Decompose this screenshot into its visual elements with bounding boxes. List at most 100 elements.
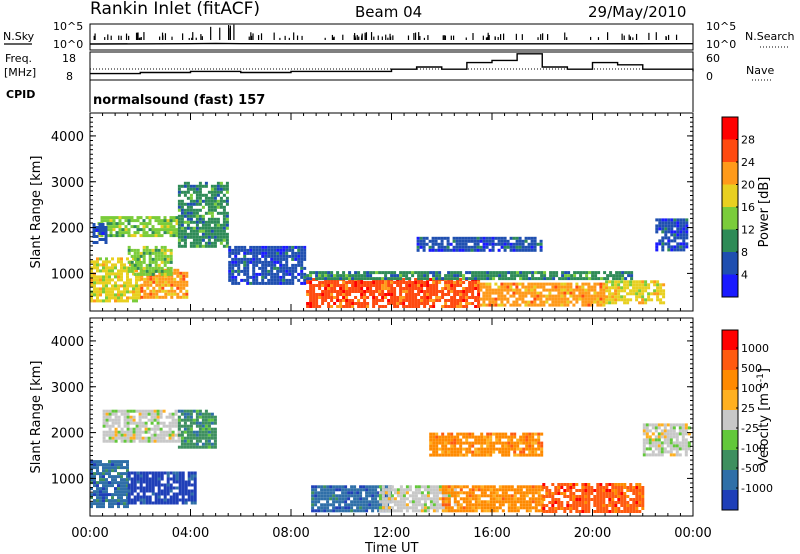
heatmap-cell [324, 290, 328, 293]
heatmap-cell [584, 282, 588, 286]
heatmap-cell [528, 506, 532, 510]
heatmap-cell [542, 483, 546, 486]
heatmap-cell [489, 441, 493, 445]
heatmap-cell [181, 495, 185, 499]
heatmap-cell [641, 283, 645, 287]
heatmap-cell [117, 490, 120, 494]
heatmap-cell [153, 415, 157, 419]
heatmap-cell [201, 193, 205, 197]
heatmap-cell [429, 432, 433, 436]
heatmap-cell [333, 281, 337, 284]
heatmap-cell [567, 277, 571, 281]
heatmap-cell [459, 438, 463, 442]
heatmap-cell [93, 299, 96, 303]
heatmap-cell [495, 491, 499, 495]
heatmap-cell [485, 242, 489, 246]
heatmap-cell [501, 500, 505, 504]
heatmap-cell [186, 418, 190, 422]
heatmap-cell [498, 503, 502, 507]
heatmap-cell [567, 271, 571, 275]
heatmap-cell [149, 292, 153, 296]
heatmap-cell [512, 291, 516, 295]
heatmap-cell [584, 288, 588, 292]
heatmap-cell [339, 293, 343, 296]
heatmap-cell [102, 421, 106, 425]
heatmap-cell [142, 471, 146, 475]
heatmap-cell [462, 447, 466, 451]
heatmap-cell [342, 287, 346, 290]
heatmap-cell [512, 288, 516, 292]
heatmap-cell [130, 225, 134, 229]
heatmap-cell [117, 481, 120, 485]
heatmap-cell [192, 238, 196, 242]
heatmap-cell [332, 509, 336, 513]
heatmap-cell [655, 224, 659, 228]
heatmap-cell [667, 245, 671, 249]
heatmap-cell [123, 502, 126, 506]
heatmap-cell [243, 269, 247, 273]
heatmap-cell [477, 453, 481, 457]
heatmap-cell [160, 269, 164, 273]
heatmap-cell [438, 435, 442, 439]
heatmap-cell [673, 221, 677, 225]
heatmap-cell [114, 430, 118, 434]
heatmap-cell [498, 435, 502, 439]
heatmap-cell [390, 302, 394, 305]
heatmap-cell [554, 498, 558, 501]
heatmap-cell [491, 288, 495, 292]
heatmap-cell [444, 491, 448, 495]
heatmap-cell [102, 496, 105, 500]
heatmap-cell [560, 504, 564, 507]
heatmap-cell [114, 439, 118, 443]
heatmap-cell [453, 290, 457, 293]
heatmap-cell [575, 507, 579, 510]
heatmap-cell [341, 491, 345, 495]
heatmap-cell [396, 509, 400, 513]
heatmap-cell [204, 184, 208, 188]
heatmap-cell [312, 284, 316, 287]
heatmap-cell [149, 283, 153, 287]
heatmap-cell [145, 474, 149, 478]
heatmap-cell [105, 412, 109, 416]
heatmap-cell [90, 493, 93, 497]
heatmap-cell [456, 281, 460, 284]
heatmap-cell [169, 254, 173, 258]
heatmap-cell [617, 507, 621, 510]
heatmap-cell [210, 232, 214, 236]
heatmap-cell [192, 187, 196, 191]
heatmap-cell [501, 494, 505, 498]
heatmap-cell [132, 296, 135, 300]
heatmap-cell [323, 497, 327, 501]
heatmap-cell [393, 290, 397, 293]
heatmap-cell [176, 274, 180, 278]
heatmap-cell [156, 433, 160, 437]
heatmap-cell [189, 442, 193, 446]
heatmap-cell [99, 499, 102, 503]
heatmap-cell [108, 412, 112, 416]
heatmap-cell [348, 274, 352, 278]
heatmap-cell [648, 438, 652, 442]
heatmap-cell [572, 297, 576, 301]
heatmap-cell [557, 285, 561, 289]
heatmap-cell [136, 216, 140, 220]
heatmap-cell [184, 480, 188, 484]
heatmap-cell [126, 412, 130, 416]
heatmap-cell [491, 303, 495, 307]
heatmap-cell [468, 506, 472, 510]
heatmap-cell [195, 217, 199, 221]
heatmap-cell [555, 271, 559, 275]
heatmap-cell [267, 245, 271, 249]
heatmap-cell [441, 491, 445, 495]
heatmap-cell [324, 299, 328, 302]
heatmap-cell [117, 293, 120, 297]
heatmap-cell [246, 263, 250, 267]
heatmap-cell [375, 287, 379, 290]
heatmap-cell [359, 485, 363, 489]
heatmap-cell [584, 297, 588, 301]
heatmap-cell [120, 427, 124, 431]
heatmap-cell [411, 302, 415, 305]
heatmap-cell [118, 231, 122, 235]
heatmap-cell [114, 421, 118, 425]
heatmap-cell [492, 491, 496, 495]
heatmap-cell [213, 220, 217, 224]
